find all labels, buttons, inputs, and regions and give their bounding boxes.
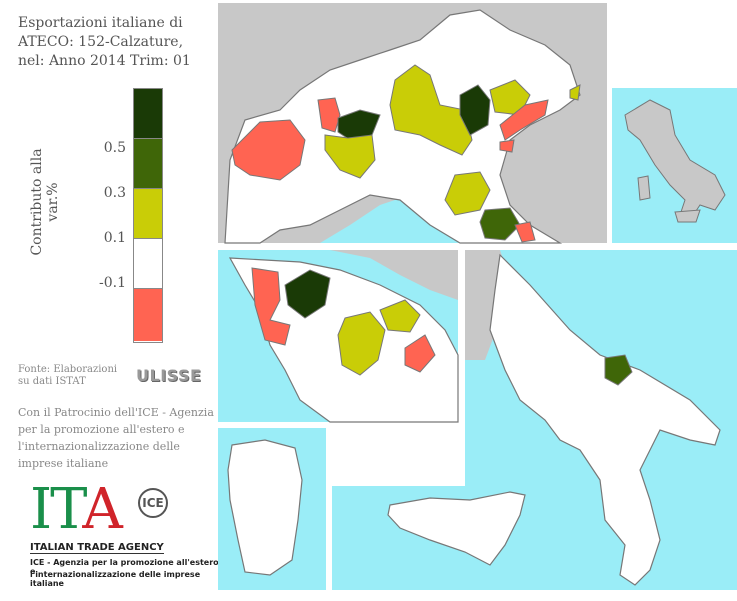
ita-logo: ITA ICE ITALIAN TRADE AGENCY ICE - Agenz… <box>26 477 219 592</box>
region-molise-green <box>604 354 633 386</box>
region-umbria-yellow <box>337 311 386 376</box>
region-piemonte-red <box>231 119 306 181</box>
panel-sardinia <box>218 428 326 590</box>
legend-tick-minus-0-1: -0.1 <box>99 275 126 291</box>
region-marche-south-yellow <box>379 299 421 333</box>
region-emilia-yellow <box>444 171 491 216</box>
legend-tick-0-3: 0.3 <box>103 185 126 201</box>
region-sicily-land <box>387 491 526 566</box>
region-macerata-red <box>404 334 436 373</box>
ice-mark-icon: ICE <box>138 488 168 518</box>
legend-swatch-dark-green <box>134 89 162 139</box>
logo-subtitle-line1: ICE - Agenzia per la promozione all'este… <box>30 558 219 576</box>
logo-subtitle-line2: l'internazionalizzazione delle imprese i… <box>30 570 201 588</box>
panel-sicily <box>332 486 552 590</box>
color-legend <box>133 88 163 343</box>
panel-north-italy <box>218 3 607 244</box>
region-treviso-dark <box>459 84 491 136</box>
sicily-overview <box>674 209 701 223</box>
legend-swatch-yellow <box>134 189 162 239</box>
region-sardinia-land <box>227 439 303 576</box>
region-trieste-yellow <box>569 84 581 101</box>
sardinia-overview <box>637 175 651 201</box>
ulisse-logo: ULISSE <box>136 366 202 385</box>
source-note: Fonte: Elaborazioni su dati ISTAT <box>18 364 118 387</box>
legend-swatch-white <box>134 239 162 289</box>
region-toscana-coast-red <box>251 267 291 346</box>
legend-swatch-red <box>134 289 162 341</box>
region-marche-green <box>479 207 521 241</box>
region-rimini-red <box>514 221 536 243</box>
region-veneto-yellow <box>389 64 473 156</box>
italy-overview-shape <box>624 99 726 221</box>
ita-letters: ITA <box>30 477 123 542</box>
patronage-note: Con il Patrocinio dell'ICE - Agenzia per… <box>18 406 214 470</box>
logo-agency-name: ITALIAN TRADE AGENCY <box>30 542 164 554</box>
region-ferrara-red <box>499 139 515 153</box>
legend-swatch-green <box>134 139 162 189</box>
panel-italy-overview <box>612 88 737 243</box>
map-title: Esportazioni italiane di ATECO: 152-Calz… <box>18 15 191 69</box>
panel-central-italy <box>218 250 459 423</box>
region-south-land <box>489 253 721 586</box>
region-firenze-dark <box>284 269 331 319</box>
region-lombardia-yellow <box>324 134 376 179</box>
legend-tick-0-5: 0.5 <box>103 140 126 156</box>
region-venezia-red <box>499 99 549 141</box>
legend-tick-0-1: 0.1 <box>103 230 126 246</box>
